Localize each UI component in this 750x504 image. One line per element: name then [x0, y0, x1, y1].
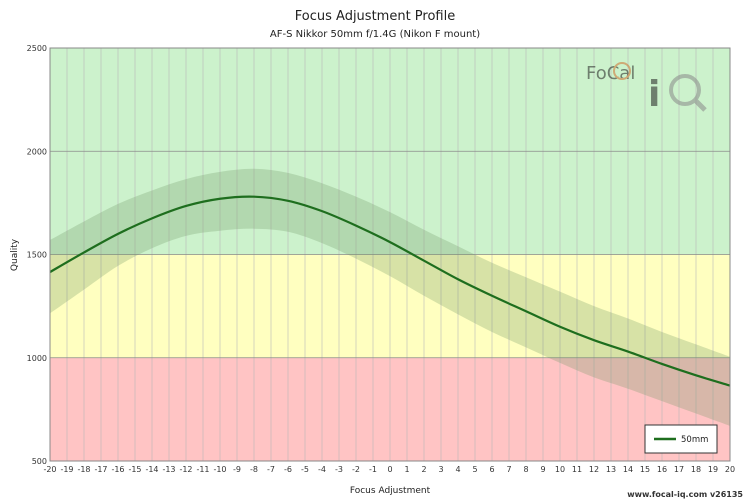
x-tick-label: -18 — [77, 465, 90, 474]
plot-frame — [49, 47, 731, 462]
x-tick-label: -11 — [196, 465, 209, 474]
x-tick-label: 5 — [472, 465, 477, 474]
x-tick-label: 16 — [657, 465, 667, 474]
confidence-band-50mm — [50, 168, 730, 426]
x-tick-label: -19 — [60, 465, 73, 474]
x-tick-label: -13 — [162, 465, 175, 474]
x-tick-label: 13 — [606, 465, 616, 474]
x-tick-label: -4 — [318, 465, 326, 474]
y-tick-label: 1500 — [27, 251, 47, 260]
x-tick-label: -9 — [233, 465, 241, 474]
series-line-50mm — [49, 195, 731, 387]
x-tick-label: 3 — [438, 465, 443, 474]
legend-label-50mm: 50mm — [681, 435, 708, 445]
x-tick-label: 11 — [572, 465, 582, 474]
x-tick-label: 19 — [708, 465, 718, 474]
x-tick-label: 4 — [455, 465, 460, 474]
y-axis-label: Quality — [10, 238, 20, 271]
footer-url: www.focal-iq.com v26135 — [627, 490, 743, 499]
x-tick-label: 2 — [421, 465, 426, 474]
x-tick-label: -5 — [301, 465, 309, 474]
x-tick-label: -8 — [250, 465, 258, 474]
x-tick-label: 20 — [725, 465, 735, 474]
x-tick-label: -10 — [213, 465, 226, 474]
x-tick-label: -16 — [111, 465, 124, 474]
legend: 50mm — [644, 424, 718, 454]
y-tick-label: 500 — [32, 457, 47, 466]
x-tick-label: 15 — [640, 465, 650, 474]
x-tick-label: -2 — [352, 465, 360, 474]
x-tick-label: -3 — [335, 465, 343, 474]
x-tick-label: 10 — [555, 465, 565, 474]
x-tick-label: -20 — [43, 465, 56, 474]
x-tick-label: -6 — [284, 465, 292, 474]
y-tick-label: 2000 — [27, 147, 47, 156]
chart-subtitle: AF-S Nikkor 50mm f/1.4G (Nikon F mount) — [270, 29, 480, 40]
x-tick-label: -15 — [128, 465, 141, 474]
x-tick-label: 14 — [623, 465, 633, 474]
x-tick-label: 6 — [489, 465, 494, 474]
x-tick-label: -14 — [145, 465, 158, 474]
x-axis-label: Focus Adjustment — [350, 486, 431, 496]
focal-iq-logo: FoCal i — [586, 62, 707, 115]
x-tick-label: 18 — [691, 465, 701, 474]
legend-box — [644, 424, 718, 454]
x-tick-label: 9 — [540, 465, 545, 474]
x-tick-label: 17 — [674, 465, 684, 474]
svg-text:i: i — [648, 74, 660, 115]
x-tick-label: -17 — [94, 465, 107, 474]
x-tick-label: 8 — [523, 465, 528, 474]
chart-title: Focus Adjustment Profile — [295, 9, 455, 24]
x-tick-label: 12 — [589, 465, 599, 474]
x-tick-label: 0 — [387, 465, 392, 474]
x-tick-label: -12 — [179, 465, 192, 474]
y-tick-label: 1000 — [27, 354, 47, 363]
axis-ticks: -20 -19 -18 -17 -16 -15 -14 -13 -12 -11 -10 -9 -8 -7-… — [27, 44, 735, 474]
x-tick-label: 1 — [404, 465, 409, 474]
y-tick-label: 2500 — [27, 44, 47, 53]
x-tick-label: 7 — [506, 465, 511, 474]
x-tick-label: -1 — [369, 465, 377, 474]
x-tick-label: -7 — [267, 465, 275, 474]
series-layer — [49, 168, 731, 426]
